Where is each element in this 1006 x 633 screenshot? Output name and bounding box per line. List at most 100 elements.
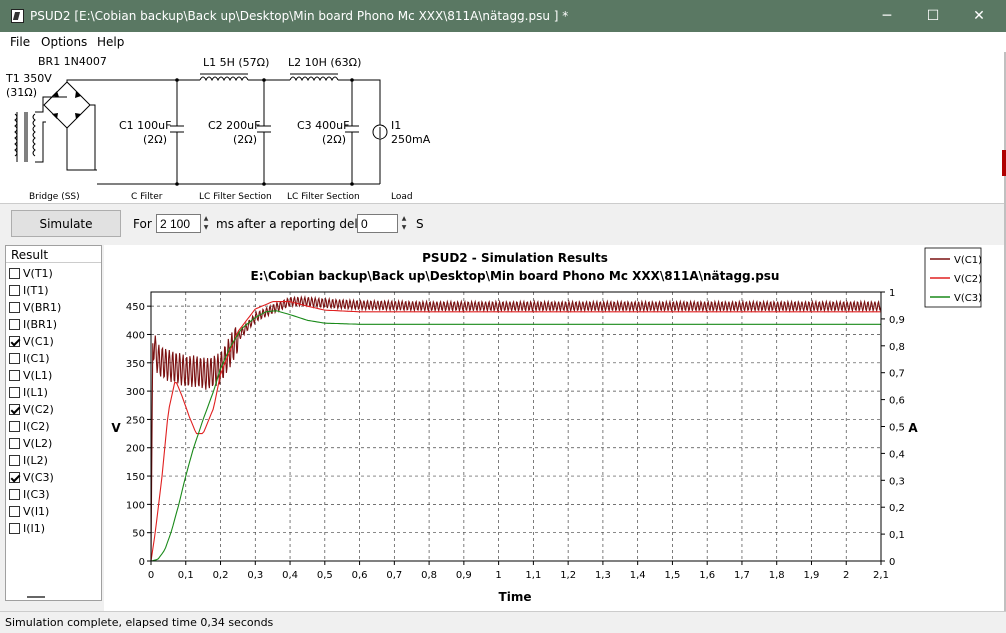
result-checkbox[interactable] bbox=[9, 268, 20, 279]
delay-input[interactable] bbox=[357, 214, 398, 233]
x-tick-label: 1,6 bbox=[699, 570, 715, 581]
result-label: I(BR1) bbox=[23, 318, 58, 331]
plot-frame bbox=[150, 291, 882, 562]
result-checkbox[interactable] bbox=[9, 285, 20, 296]
result-checkbox[interactable] bbox=[9, 421, 20, 432]
duration-up-icon[interactable]: ▲ bbox=[203, 215, 209, 222]
chart-svg[interactable]: PSUD2 - Simulation Results E:\Cobian bac… bbox=[104, 245, 1004, 611]
menu-file[interactable]: File bbox=[10, 35, 31, 49]
result-item-i-t1[interactable]: I(T1) bbox=[9, 282, 49, 299]
y-tick-label: 150 bbox=[126, 472, 145, 483]
result-item-i-c1[interactable]: I(C1) bbox=[9, 350, 50, 367]
result-item-v-c2[interactable]: V(C2) bbox=[9, 401, 54, 418]
close-button[interactable]: ✕ bbox=[973, 8, 985, 24]
x-tick-label: 1,5 bbox=[664, 570, 680, 581]
results-chart: PSUD2 - Simulation Results E:\Cobian bac… bbox=[104, 245, 1004, 611]
menu-bar: File Options Help bbox=[0, 32, 1006, 52]
x-tick-label: 0,9 bbox=[456, 570, 472, 581]
delay-spinner[interactable]: ▲ ▼ bbox=[398, 214, 410, 233]
result-item-v-l2[interactable]: V(L2) bbox=[9, 435, 52, 452]
y-tick-label: 250 bbox=[126, 415, 145, 426]
section-lc-filter-2: LC Filter Section bbox=[287, 192, 360, 202]
result-label: V(C1) bbox=[23, 335, 54, 348]
result-checkbox[interactable] bbox=[9, 404, 20, 415]
result-item-v-i1[interactable]: V(I1) bbox=[9, 503, 49, 520]
transformer-name: T1 350V bbox=[5, 72, 52, 85]
result-item-i-i1[interactable]: I(I1) bbox=[9, 520, 45, 537]
result-checkbox[interactable] bbox=[9, 353, 20, 364]
result-item-i-l1[interactable]: I(L1) bbox=[9, 384, 48, 401]
y-tick-label: 0 bbox=[139, 557, 145, 568]
result-checkbox[interactable] bbox=[9, 336, 20, 347]
result-item-i-br1[interactable]: I(BR1) bbox=[9, 316, 57, 333]
result-checkbox[interactable] bbox=[9, 455, 20, 466]
bridge-diode-marks bbox=[52, 91, 81, 119]
l1-label: L1 5H (57Ω) bbox=[203, 56, 269, 69]
delay-up-icon[interactable]: ▲ bbox=[401, 215, 407, 222]
result-item-v-c1[interactable]: V(C1) bbox=[9, 333, 54, 350]
section-bridge: Bridge (SS) bbox=[29, 192, 80, 202]
y2-tick-label: 0,7 bbox=[889, 369, 905, 380]
result-checkbox[interactable] bbox=[9, 506, 20, 517]
result-checkbox[interactable] bbox=[9, 370, 20, 381]
x-tick-label: 1,2 bbox=[560, 570, 576, 581]
schematic-diagram[interactable]: T1 350V (31Ω) BR1 1N4007 L1 5H (57Ω) L2 … bbox=[0, 52, 1004, 203]
y-tick-label: 100 bbox=[126, 500, 145, 511]
result-checkbox[interactable] bbox=[9, 523, 20, 534]
result-item-v-l1[interactable]: V(L1) bbox=[9, 367, 52, 384]
section-lc-filter-1: LC Filter Section bbox=[199, 192, 272, 202]
list-scroll-indicator[interactable] bbox=[27, 596, 45, 598]
result-label: V(L1) bbox=[23, 369, 53, 382]
capacitor-c3 bbox=[345, 80, 359, 184]
menu-help[interactable]: Help bbox=[97, 35, 125, 49]
x-tick-label: 0,6 bbox=[352, 570, 368, 581]
result-label: I(C3) bbox=[23, 488, 50, 501]
minimize-button[interactable]: ─ bbox=[882, 8, 892, 24]
maximize-button[interactable]: ☐ bbox=[926, 8, 940, 24]
duration-down-icon[interactable]: ▼ bbox=[203, 224, 209, 231]
y2-tick-label: 0,3 bbox=[889, 476, 905, 487]
result-checkbox[interactable] bbox=[9, 319, 20, 330]
result-item-v-t1[interactable]: V(T1) bbox=[9, 265, 53, 282]
delay-label: after a reporting delay of bbox=[237, 217, 388, 231]
menu-options[interactable]: Options bbox=[41, 35, 88, 49]
result-label: V(C2) bbox=[23, 403, 54, 416]
plot-background bbox=[151, 292, 881, 561]
c2-label: C2 200uF bbox=[208, 119, 260, 132]
result-checkbox[interactable] bbox=[9, 438, 20, 449]
s-label: S bbox=[416, 217, 424, 231]
transformer-resistance: (31Ω) bbox=[6, 86, 37, 99]
y-tick-label: 200 bbox=[126, 444, 145, 455]
bridge-rectifier bbox=[43, 81, 91, 129]
result-checkbox[interactable] bbox=[9, 489, 20, 500]
result-item-i-c2[interactable]: I(C2) bbox=[9, 418, 50, 435]
transformer-secondary-coil bbox=[32, 113, 36, 157]
result-checkbox[interactable] bbox=[9, 302, 20, 313]
result-checkbox[interactable] bbox=[9, 387, 20, 398]
result-checkbox[interactable] bbox=[9, 472, 20, 483]
result-item-v-br1[interactable]: V(BR1) bbox=[9, 299, 61, 316]
chart-subtitle: E:\Cobian backup\Back up\Desktop\Min boa… bbox=[251, 269, 780, 283]
result-item-v-c3[interactable]: V(C3) bbox=[9, 469, 54, 486]
result-label: I(C2) bbox=[23, 420, 50, 433]
x-tick-label: 0,2 bbox=[213, 570, 229, 581]
y2-tick-label: 0,8 bbox=[889, 342, 905, 353]
result-label: V(BR1) bbox=[23, 301, 62, 314]
rectifier-label: BR1 1N4007 bbox=[38, 55, 107, 68]
result-label: I(I1) bbox=[23, 522, 46, 535]
x-tick-label: 2,1 bbox=[873, 570, 889, 581]
simulate-button[interactable]: Simulate bbox=[11, 210, 121, 237]
delay-down-icon[interactable]: ▼ bbox=[401, 224, 407, 231]
result-item-i-c3[interactable]: I(C3) bbox=[9, 486, 50, 503]
y2-tick-label: 0 bbox=[889, 557, 895, 568]
inductor-l1 bbox=[199, 76, 249, 82]
x-tick-label: 1,8 bbox=[769, 570, 785, 581]
result-item-i-l2[interactable]: I(L2) bbox=[9, 452, 48, 469]
duration-spinner[interactable]: ▲ ▼ bbox=[200, 214, 212, 233]
c3-resistance: (2Ω) bbox=[322, 133, 346, 146]
title-bar: PSUD2 [E:\Cobian backup\Back up\Desktop\… bbox=[0, 0, 1006, 32]
x-tick-label: 1 bbox=[495, 570, 501, 581]
duration-input[interactable] bbox=[156, 214, 201, 233]
window-title: PSUD2 [E:\Cobian backup\Back up\Desktop\… bbox=[30, 9, 569, 23]
chart-legend: V(C1) V(C2) V(C3) bbox=[924, 247, 982, 308]
